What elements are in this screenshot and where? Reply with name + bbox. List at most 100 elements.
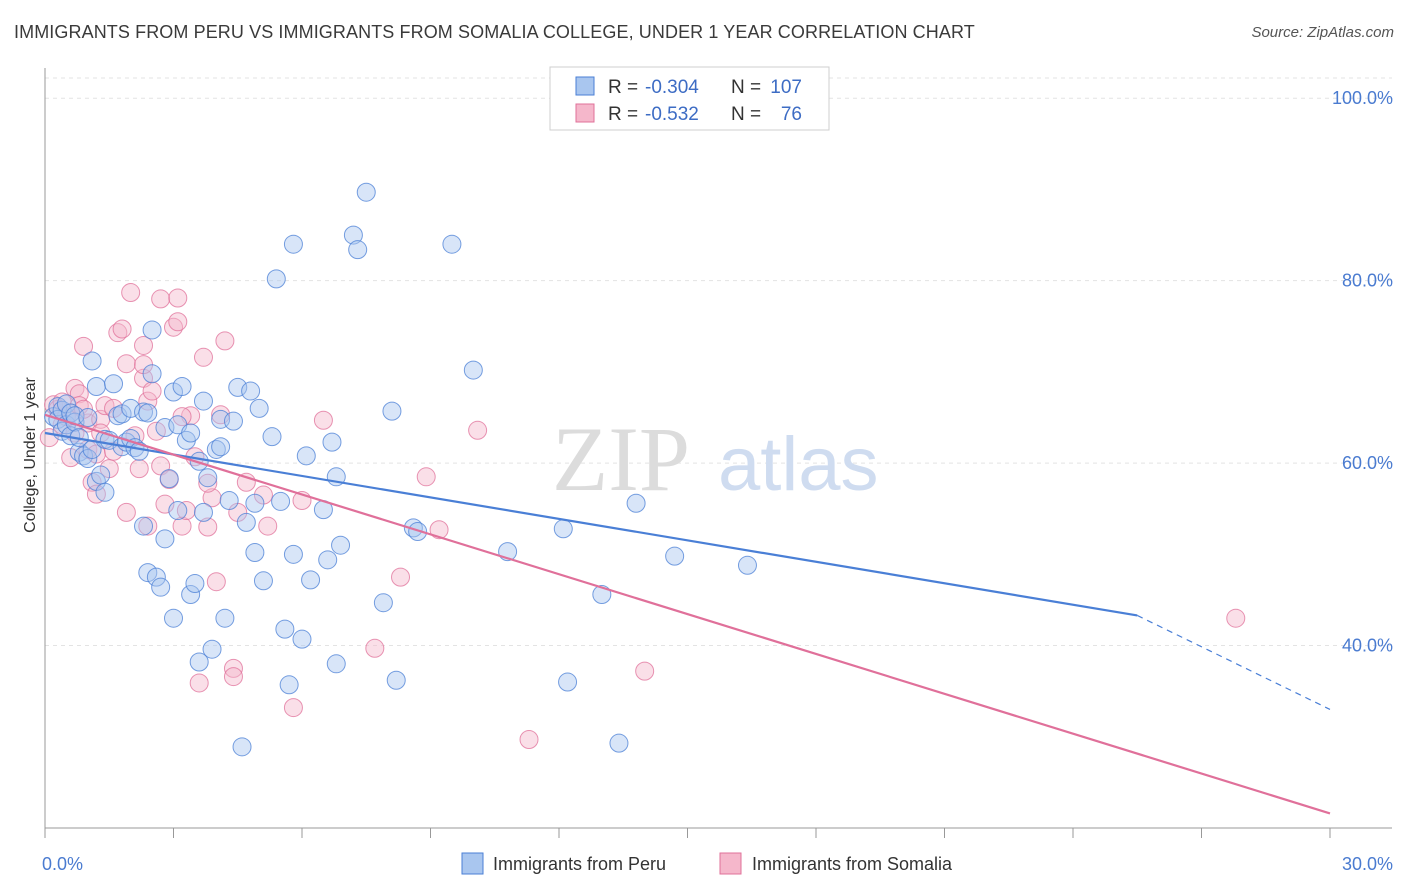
peru-point-104 (95, 482, 115, 502)
somalia-point-24 (116, 502, 136, 522)
peru-point-36 (142, 320, 162, 340)
somalia-point-60 (313, 410, 333, 430)
somalia-point-58 (283, 698, 303, 718)
peru-point-66 (245, 493, 265, 513)
peru-point-68 (249, 398, 269, 418)
legend-somalia-n-label: N = (731, 104, 761, 125)
bottom-legend-peru-label: Immigrants from Peru (493, 854, 666, 874)
peru-point-62 (228, 377, 248, 397)
chart-title: IMMIGRANTS FROM PERU VS IMMIGRANTS FROM … (14, 22, 975, 42)
peru-point-48 (181, 423, 201, 443)
somalia-point-51 (215, 331, 235, 351)
peru-point-78 (296, 446, 316, 466)
peru-point-86 (343, 225, 363, 245)
peru-point-97 (553, 519, 573, 539)
somalia-point-53 (223, 667, 243, 687)
series-legend: Immigrants from Peru Immigrants from Som… (461, 852, 953, 875)
peru-point-70 (262, 427, 282, 447)
somalia-point-30 (134, 335, 154, 355)
peru-point-88 (356, 182, 376, 202)
peru-point-61 (223, 411, 243, 431)
peru-point-55 (202, 639, 222, 659)
peru-point-81 (318, 550, 338, 570)
somalia-point-35 (151, 289, 171, 309)
somalia-point-25 (116, 354, 136, 374)
peru-point-51 (189, 652, 209, 672)
peru-point-49 (181, 584, 201, 604)
source-label: Source: ZipAtlas.com (1251, 24, 1394, 41)
peru-point-72 (271, 491, 291, 511)
peru-point-74 (279, 675, 299, 695)
peru-point-77 (292, 629, 312, 649)
peru-point-76 (283, 544, 303, 564)
y-tick-label-60: 60.0% (1342, 453, 1393, 473)
peru-point-71 (266, 269, 286, 289)
peru-point-91 (386, 670, 406, 690)
peru-point-95 (463, 360, 483, 380)
peru-point-53 (193, 502, 213, 522)
peru-point-59 (215, 608, 235, 628)
peru-trend-extension (1136, 614, 1331, 710)
legend-box (549, 66, 830, 131)
gridlines (45, 77, 1392, 647)
peru-point-54 (198, 468, 218, 488)
x-tick-label-min: 0.0% (42, 854, 83, 874)
somalia-point-61 (365, 638, 385, 658)
legend-peru-n-label: N = (731, 77, 761, 98)
legend-peru-r-label: R = (608, 77, 638, 98)
somalia-point-48 (198, 517, 218, 537)
peru-point-64 (236, 512, 256, 532)
somalia-point-46 (189, 673, 209, 693)
watermark-zip: ZIP (552, 408, 690, 510)
somalia-points (39, 283, 1246, 750)
peru-point-45 (168, 501, 188, 521)
peru-point-41 (159, 469, 179, 489)
peru-point-38 (146, 567, 166, 587)
somalia-point-23 (112, 319, 132, 339)
legend-somalia-r-label: R = (608, 104, 638, 125)
peru-point-50 (185, 574, 205, 594)
somalia-point-42 (172, 516, 192, 536)
somalia-point-67 (635, 661, 655, 681)
somalia-point-31 (138, 516, 158, 536)
peru-point-105 (155, 529, 175, 549)
peru-point-98 (558, 672, 578, 692)
peru-point-43 (164, 608, 183, 628)
somalia-point-75 (198, 473, 218, 493)
axes (44, 68, 1392, 829)
peru-point-67 (245, 543, 265, 563)
peru-point-16 (82, 351, 102, 371)
legend-peru-r-value: -0.304 (645, 77, 699, 98)
peru-point-94 (442, 234, 462, 254)
peru-point-75 (283, 234, 303, 254)
watermark-atlas: atlas (718, 422, 879, 507)
legend-peru-n-value: 107 (770, 77, 802, 98)
somalia-point-26 (121, 283, 141, 303)
peru-point-102 (665, 546, 685, 566)
peru-point-103 (737, 555, 757, 575)
peru-point-85 (331, 535, 351, 555)
peru-point-33 (134, 516, 154, 536)
y-axis-label: College, Under 1 year (22, 377, 39, 533)
peru-point-93 (408, 522, 428, 542)
peru-point-35 (138, 563, 158, 583)
somalia-point-47 (193, 347, 213, 367)
peru-point-69 (253, 571, 273, 591)
somalia-point-68 (1226, 608, 1246, 628)
peru-point-65 (241, 381, 261, 401)
y-tick-label-80: 80.0% (1342, 271, 1393, 291)
peru-point-52 (193, 391, 213, 411)
somalia-point-62 (391, 567, 411, 587)
somalia-point-66 (519, 730, 539, 750)
x-ticks (44, 828, 1331, 838)
somalia-point-65 (468, 420, 488, 440)
peru-point-101 (626, 493, 646, 513)
peru-point-89 (373, 593, 393, 613)
peru-point-60 (219, 491, 239, 511)
peru-point-14 (78, 408, 98, 428)
peru-point-20 (91, 465, 111, 485)
peru-point-87 (348, 240, 368, 260)
somalia-point-50 (206, 572, 226, 592)
peru-point-18 (86, 376, 106, 396)
